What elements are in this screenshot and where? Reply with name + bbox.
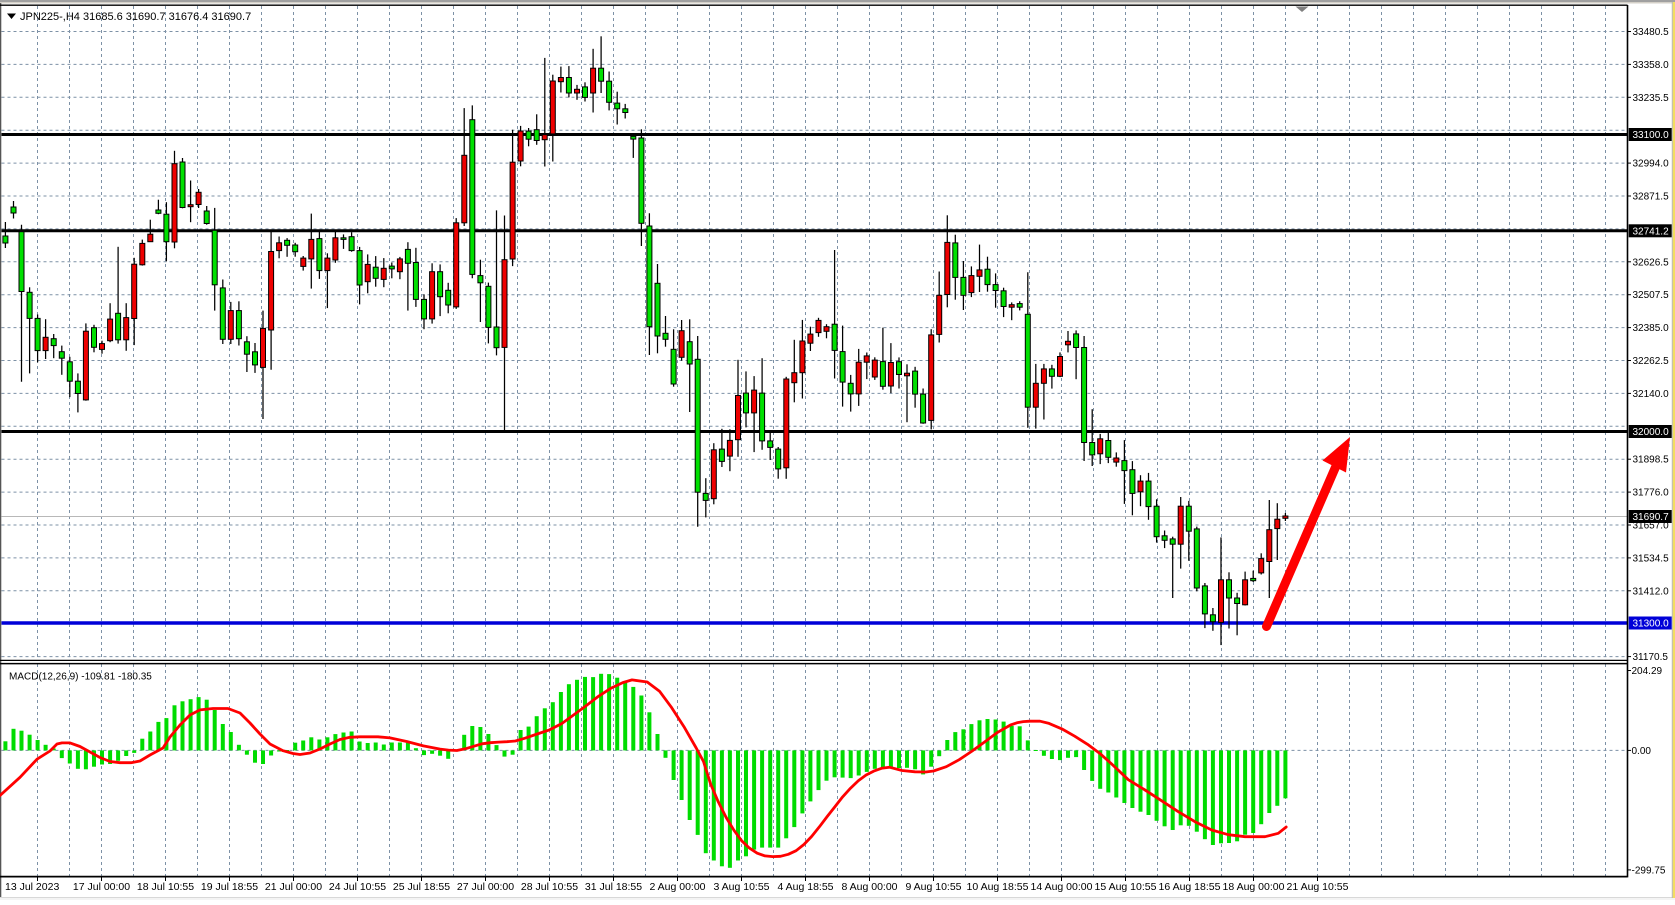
svg-text:33235.5: 33235.5	[1633, 93, 1670, 104]
svg-text:MACD(12,26,9) -109.81 -180.35: MACD(12,26,9) -109.81 -180.35	[9, 672, 152, 683]
svg-text:31898.5: 31898.5	[1633, 455, 1670, 466]
svg-text:204.29: 204.29	[1632, 666, 1663, 677]
svg-text:32507.5: 32507.5	[1633, 290, 1670, 301]
svg-text:32626.5: 32626.5	[1633, 257, 1670, 268]
svg-text:33358.0: 33358.0	[1633, 60, 1670, 71]
svg-text:14 Aug 00:00: 14 Aug 00:00	[1031, 881, 1093, 893]
svg-text:9 Aug 10:55: 9 Aug 10:55	[905, 881, 961, 893]
svg-text:21 Aug 10:55: 21 Aug 10:55	[1287, 881, 1349, 893]
svg-text:4 Aug 18:55: 4 Aug 18:55	[777, 881, 833, 893]
svg-text:10 Aug 18:55: 10 Aug 18:55	[967, 881, 1029, 893]
svg-text:32871.5: 32871.5	[1633, 192, 1670, 203]
svg-text:32140.0: 32140.0	[1633, 389, 1670, 400]
svg-text:31776.0: 31776.0	[1633, 488, 1670, 499]
svg-text:31170.5: 31170.5	[1633, 652, 1669, 663]
svg-text:31412.0: 31412.0	[1633, 586, 1670, 597]
svg-text:19 Jul 18:55: 19 Jul 18:55	[201, 881, 258, 893]
svg-text:31534.5: 31534.5	[1633, 553, 1670, 564]
svg-text:18 Aug 00:00: 18 Aug 00:00	[1223, 881, 1285, 893]
svg-text:31690.7: 31690.7	[1633, 512, 1670, 523]
svg-text:32385.0: 32385.0	[1633, 323, 1670, 334]
svg-text:33480.5: 33480.5	[1633, 27, 1670, 38]
svg-text:0.00: 0.00	[1632, 746, 1652, 757]
svg-text:JPN225-,H4 31685.6 31690.7 31: JPN225-,H4 31685.6 31690.7 31676.4 31690…	[20, 11, 251, 23]
svg-text:32994.0: 32994.0	[1633, 159, 1670, 170]
svg-text:15 Aug 10:55: 15 Aug 10:55	[1095, 881, 1157, 893]
svg-text:33100.0: 33100.0	[1633, 130, 1670, 141]
svg-text:3 Aug 10:55: 3 Aug 10:55	[713, 881, 769, 893]
svg-text:18 Jul 10:55: 18 Jul 10:55	[137, 881, 194, 893]
svg-text:31657.0: 31657.0	[1633, 521, 1670, 532]
svg-text:25 Jul 18:55: 25 Jul 18:55	[393, 881, 450, 893]
svg-text:32741.2: 32741.2	[1633, 226, 1670, 237]
svg-text:16 Aug 18:55: 16 Aug 18:55	[1159, 881, 1221, 893]
svg-text:2 Aug 00:00: 2 Aug 00:00	[649, 881, 705, 893]
svg-text:27 Jul 00:00: 27 Jul 00:00	[457, 881, 514, 893]
svg-text:31300.0: 31300.0	[1633, 619, 1670, 630]
svg-text:32000.0: 32000.0	[1633, 427, 1670, 438]
svg-text:31 Jul 18:55: 31 Jul 18:55	[585, 881, 642, 893]
svg-text:24 Jul 10:55: 24 Jul 10:55	[329, 881, 386, 893]
svg-text:32262.5: 32262.5	[1633, 356, 1670, 367]
svg-text:-299.75: -299.75	[1632, 865, 1666, 876]
svg-text:17 Jul 00:00: 17 Jul 00:00	[73, 881, 130, 893]
svg-text:21 Jul 00:00: 21 Jul 00:00	[265, 881, 322, 893]
svg-text:8 Aug 00:00: 8 Aug 00:00	[841, 881, 897, 893]
svg-text:28 Jul 10:55: 28 Jul 10:55	[521, 881, 578, 893]
svg-text:13 Jul 2023: 13 Jul 2023	[5, 881, 59, 893]
